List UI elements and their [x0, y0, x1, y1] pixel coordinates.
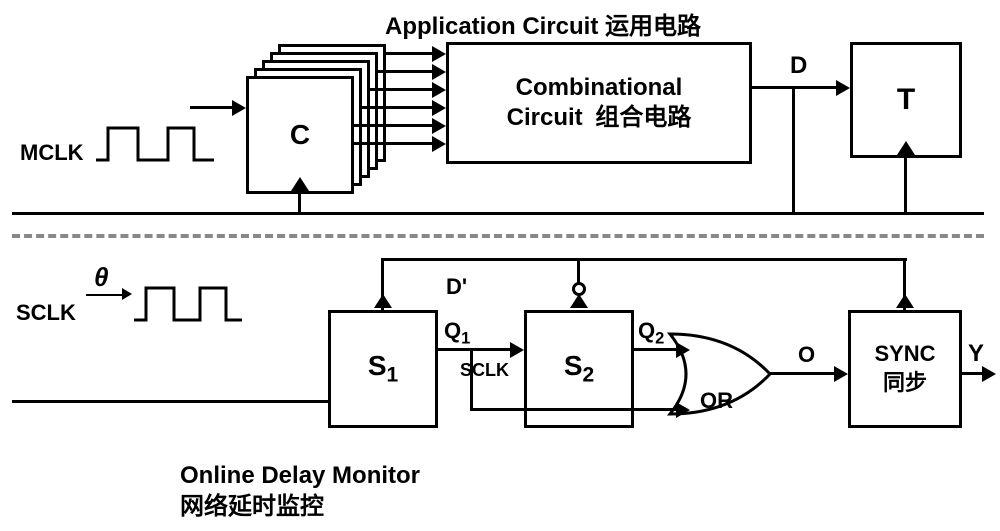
- arrow-d: [836, 80, 850, 96]
- block-sync: SYNC 同步: [848, 310, 962, 428]
- bus-a2: [432, 64, 446, 80]
- region-separator: [12, 234, 984, 238]
- s2-clk-triangle: [570, 294, 588, 308]
- arrow-q1: [510, 342, 524, 358]
- signal-q1: Q1: [444, 318, 470, 348]
- odm-cn: 网络延时监控: [180, 491, 420, 522]
- signal-y: Y: [968, 340, 984, 368]
- bus-a6: [432, 136, 446, 152]
- wire-into-c: [190, 106, 234, 109]
- s2-inv-bubble: [572, 282, 586, 296]
- block-comb: Combinational Circuit 组合电路: [446, 42, 752, 164]
- wire-q1-to-or: [470, 408, 678, 411]
- comb-cn: 组合电路: [595, 104, 691, 131]
- mclk-stub-t: [904, 158, 907, 212]
- comb-en-row: Combinational: [516, 73, 683, 103]
- wire-o: [770, 372, 836, 375]
- bus-4: [362, 106, 434, 109]
- odm-en: Online Delay Monitor: [180, 460, 420, 491]
- bus-6: [354, 142, 434, 145]
- mclk-waveform: [96, 120, 216, 168]
- signal-o: O: [798, 342, 815, 368]
- comb-en: Combinational: [516, 74, 683, 101]
- sclk-waveform: [134, 280, 244, 328]
- signal-d: D: [790, 52, 807, 80]
- c-clk-triangle: [291, 177, 309, 191]
- comb-en2: Circuit: [507, 104, 583, 131]
- stub-sync-top: [903, 258, 906, 310]
- comb-row2: Circuit 组合电路: [507, 103, 692, 133]
- block-c-label: C: [290, 119, 310, 151]
- bus-1: [386, 52, 434, 55]
- wire-y: [962, 372, 984, 375]
- header-app-circuit: Application Circuit 运用电路: [385, 6, 701, 41]
- theta-arrow: [122, 288, 132, 300]
- bus-a4: [432, 100, 446, 116]
- block-t-label: T: [897, 83, 915, 117]
- sclk2-label: SCLK: [460, 360, 509, 381]
- bus-3: [370, 88, 434, 91]
- footer-odm: Online Delay Monitor 网络延时监控: [180, 460, 420, 522]
- arrow-q2: [676, 342, 690, 358]
- wire-q1: [438, 348, 512, 351]
- app-circuit-cn: 运用电路: [605, 13, 701, 40]
- arrow-into-c: [232, 100, 246, 116]
- wire-dprime-v: [792, 89, 795, 215]
- wire-d: [752, 86, 838, 89]
- sclk-bus: [12, 400, 328, 403]
- dprime-dist: [381, 258, 907, 261]
- theta-label: θ: [94, 262, 109, 293]
- bus-5: [354, 124, 434, 127]
- sync-en: SYNC: [874, 340, 935, 369]
- signal-q2: Q2: [638, 318, 664, 348]
- s1-label: S1: [368, 350, 398, 388]
- or-label: OR: [700, 388, 733, 414]
- t-clk-triangle: [897, 141, 915, 155]
- signal-dprime: D': [446, 274, 467, 300]
- bus-a3: [432, 82, 446, 98]
- wire-q2: [634, 348, 678, 351]
- arrow-o: [834, 366, 848, 382]
- theta-line: [86, 294, 126, 296]
- arrow-q1-or: [676, 402, 690, 418]
- sync-cn: 同步: [883, 369, 927, 398]
- bus-a5: [432, 118, 446, 134]
- s2-label: S2: [564, 350, 594, 388]
- stub-s1-top: [381, 258, 384, 310]
- app-circuit-en: Application Circuit: [385, 13, 598, 40]
- arrow-y: [982, 366, 996, 382]
- bus-a1: [432, 46, 446, 62]
- stub-s2-top: [577, 258, 580, 284]
- block-s1: S1: [328, 310, 438, 428]
- sclk-label: SCLK: [16, 300, 76, 326]
- mclk-label: MCLK: [20, 140, 84, 166]
- bus-2: [378, 70, 434, 73]
- wire-q1-down: [470, 348, 473, 410]
- mclk-stub-c: [298, 194, 301, 212]
- mclk-bus: [12, 212, 984, 215]
